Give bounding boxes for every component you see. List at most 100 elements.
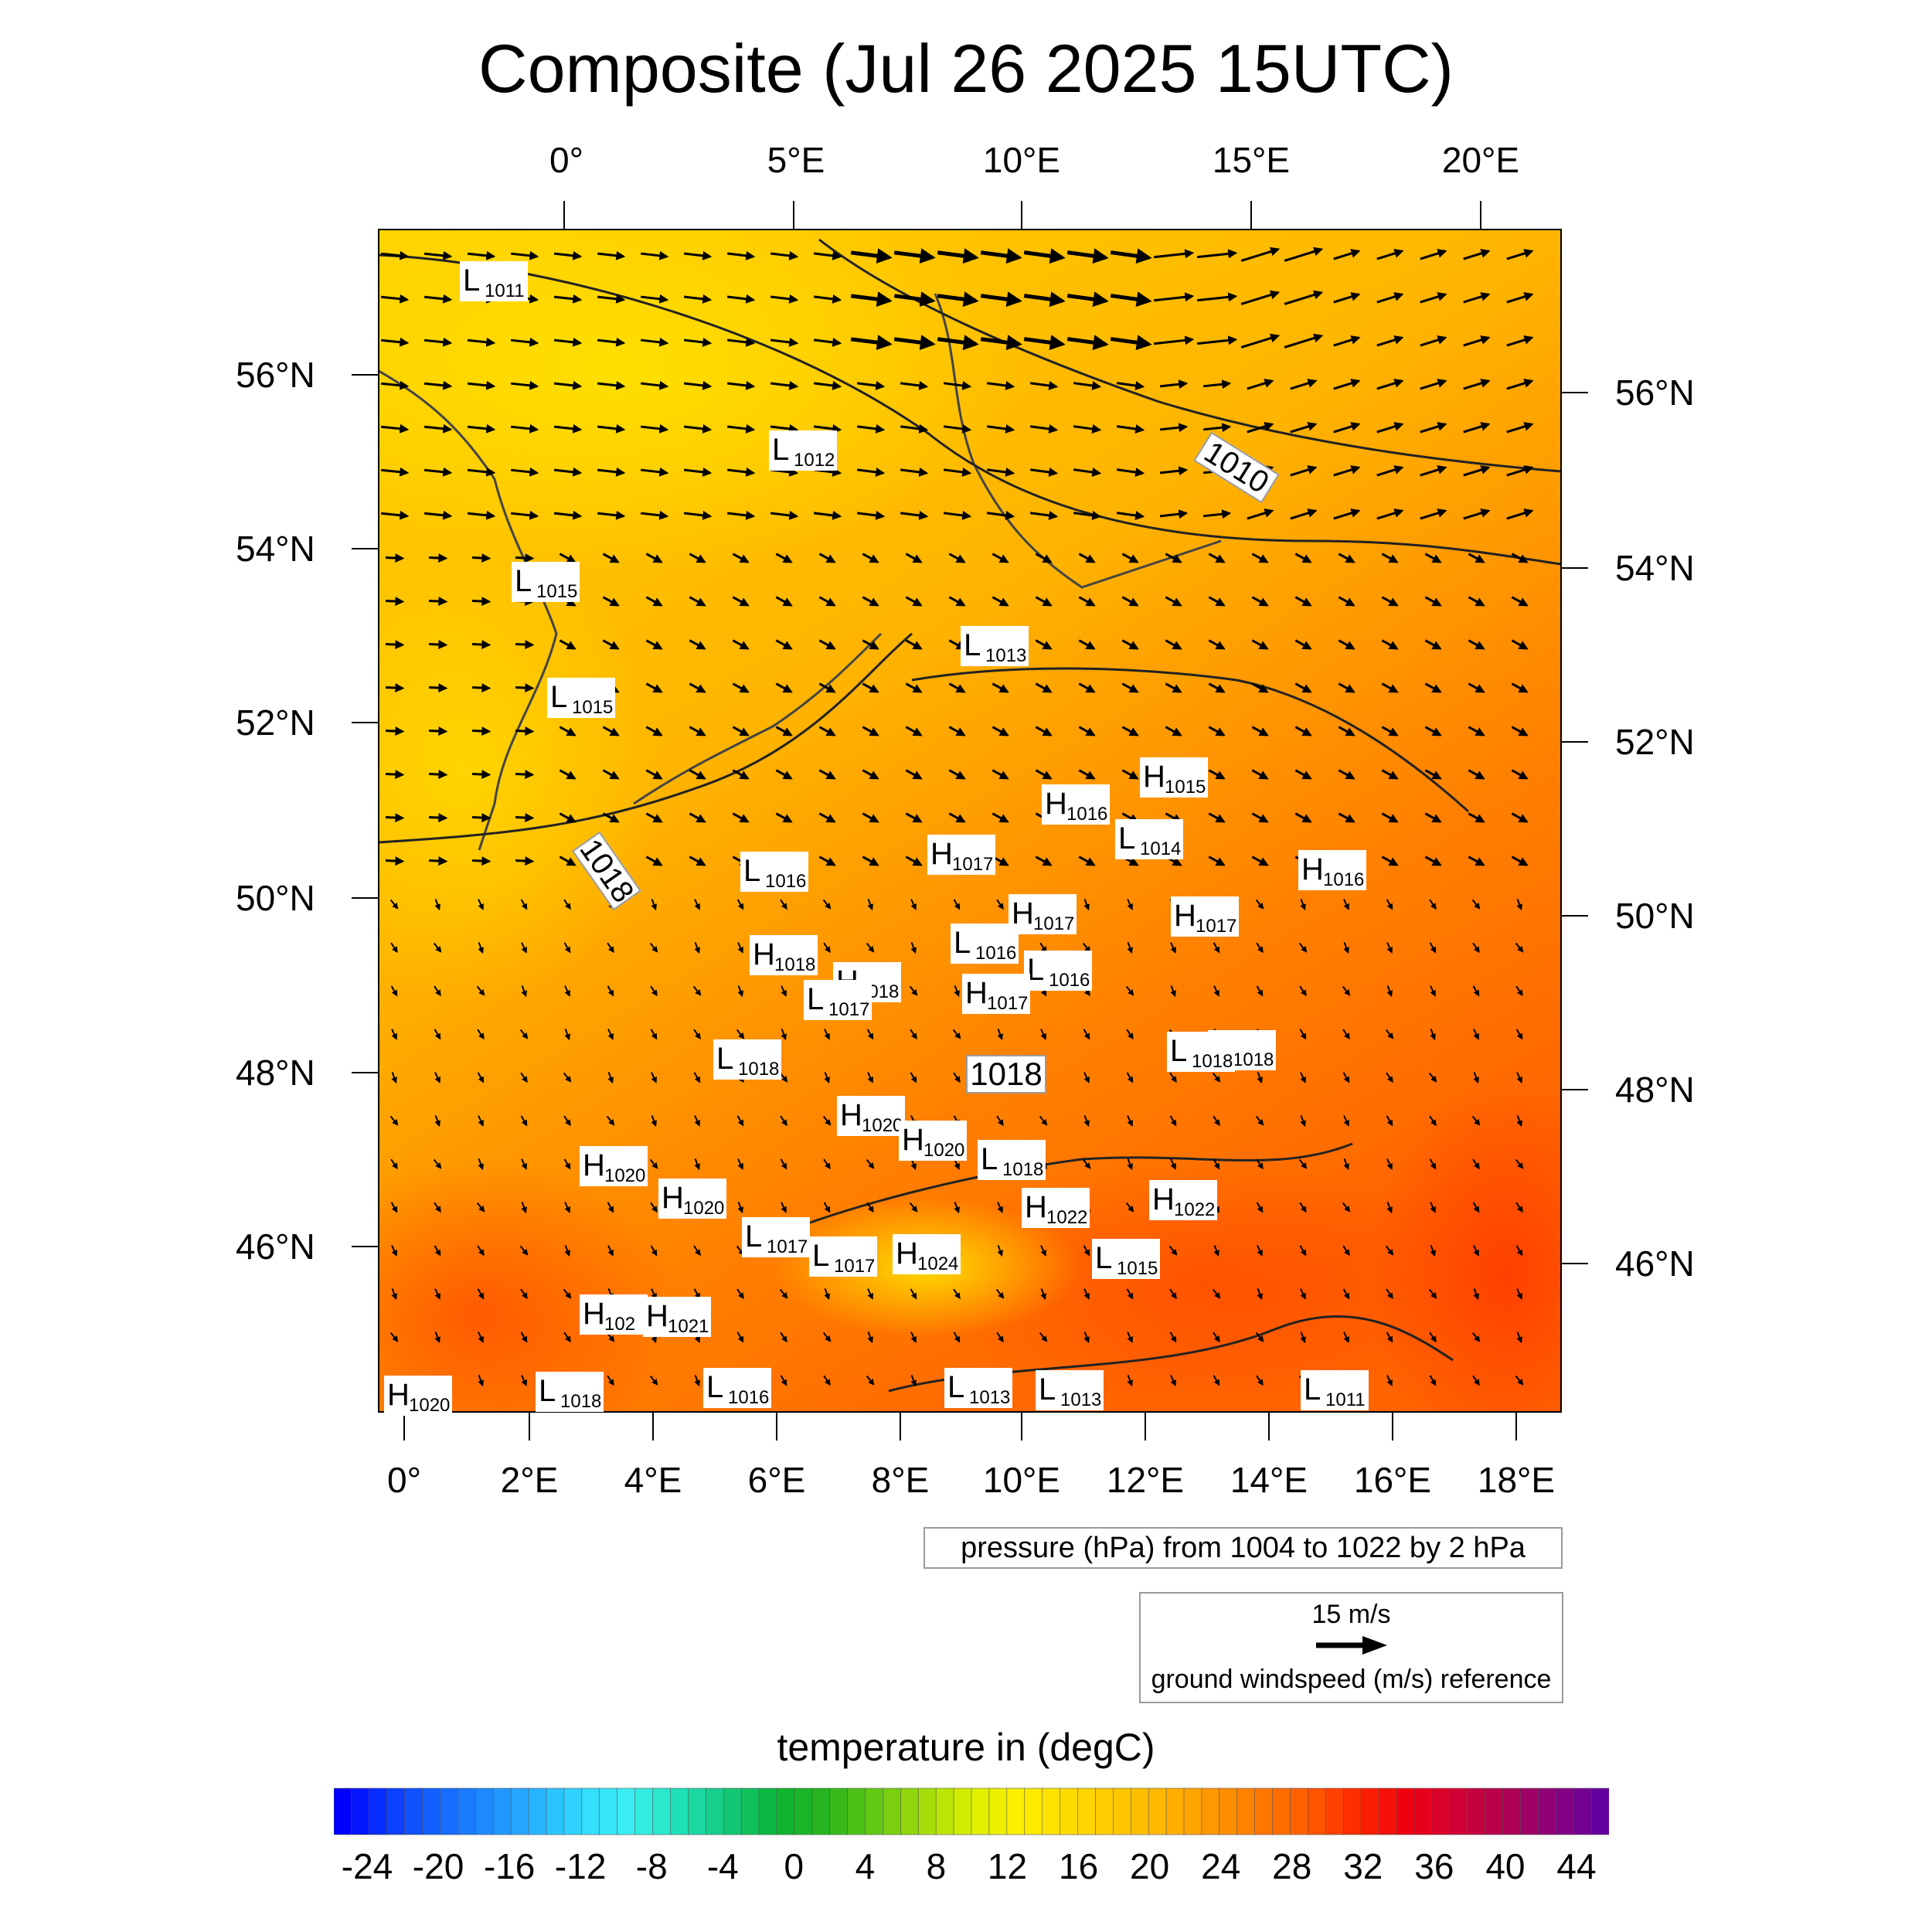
colorbar-swatch	[1573, 1787, 1592, 1835]
wind-arrow	[1386, 942, 1393, 954]
wind-arrow	[775, 553, 793, 563]
wind-arrow	[818, 682, 836, 693]
wind-arrow	[510, 467, 539, 477]
colorbar-tick-label: 4	[855, 1846, 876, 1886]
wind-arrow	[1468, 812, 1485, 823]
wind-arrow	[1338, 596, 1355, 607]
wind-arrow	[905, 812, 923, 823]
svg-text:1024: 1024	[917, 1253, 958, 1274]
wind-arrow	[1381, 812, 1399, 823]
wind-arrow	[471, 597, 492, 607]
colorbar-swatch	[369, 1787, 388, 1835]
wind-arrow	[732, 812, 750, 823]
wind-arrow	[1424, 769, 1442, 780]
wind-arrow	[1035, 639, 1053, 650]
wind-arrow	[645, 812, 663, 823]
colorbar-swatch	[1024, 1787, 1043, 1835]
colorbar-tick-label: -24	[341, 1846, 393, 1886]
wind-arrow	[850, 335, 893, 351]
wind-arrow	[1463, 509, 1491, 520]
wind-arrow	[1342, 1245, 1350, 1257]
wind-arrow	[1381, 639, 1399, 650]
temperature-colorbar	[334, 1787, 1609, 1835]
colorbar-swatch	[1502, 1787, 1522, 1835]
svg-text:1020: 1020	[683, 1198, 724, 1219]
wind-arrow	[1515, 985, 1523, 997]
wind-arrow	[1428, 1072, 1437, 1083]
pressure-center-label: L 1013	[1036, 1370, 1104, 1410]
wind-arrow	[521, 1375, 527, 1386]
wind-arrow	[694, 1158, 700, 1171]
wind-arrow	[1039, 1115, 1048, 1126]
wind-arrow	[1376, 509, 1404, 520]
pressure-center-label: L 1015	[547, 678, 615, 718]
wind-arrow	[650, 1245, 658, 1257]
svg-text:H: H	[646, 1299, 668, 1333]
wind-arrow	[1424, 553, 1442, 563]
wind-arrow	[770, 250, 799, 260]
wind-arrow	[640, 250, 669, 260]
colorbar-title: temperature in (degC)	[777, 1726, 1155, 1769]
wind-arrow	[1516, 1072, 1522, 1083]
wind-arrow	[423, 380, 453, 390]
svg-text:1018: 1018	[1233, 1049, 1274, 1070]
wind-arrow	[1073, 381, 1102, 390]
left-lat-label: 54°N	[236, 529, 315, 569]
wind-arrow	[726, 337, 756, 347]
wind-arrow	[1381, 596, 1399, 607]
wind-arrow	[862, 769, 879, 780]
wind-arrow	[1333, 465, 1361, 477]
wind-arrow	[428, 856, 448, 866]
colorbar-swatch	[935, 1787, 954, 1835]
wind-arrow	[910, 899, 917, 910]
wind-arrow	[779, 1072, 788, 1083]
wind-arrow	[520, 1288, 528, 1300]
wind-arrow	[909, 985, 918, 996]
colorbar-tick-label: 36	[1414, 1846, 1454, 1886]
colorbar-swatch	[688, 1787, 707, 1835]
wind-arrow	[910, 1288, 917, 1300]
wind-arrow	[1290, 379, 1318, 390]
wind-arrow	[645, 682, 663, 693]
wind-arrow	[1257, 1072, 1263, 1084]
wind-arrow	[471, 726, 492, 736]
svg-text:1011: 1011	[1325, 1389, 1366, 1410]
wind-arrow	[1511, 639, 1529, 650]
wind-arrow	[953, 1072, 961, 1083]
wind-arrow	[992, 769, 1009, 780]
wind-arrow	[1240, 247, 1281, 262]
wind-arrow	[995, 1288, 1005, 1299]
wind-arrow	[822, 1115, 832, 1126]
bottom-lon-label: 0°	[387, 1460, 421, 1500]
wind-arrow	[563, 1115, 571, 1127]
wind-arrow	[780, 1375, 787, 1386]
wind-arrow	[385, 640, 405, 650]
wind-arrow	[1247, 379, 1274, 390]
colorbar-tick-label: 24	[1201, 1846, 1241, 1886]
wind-arrow	[1333, 509, 1361, 520]
wind-arrow	[467, 423, 496, 434]
wind-arrow	[992, 812, 1009, 823]
svg-text:1013: 1013	[1060, 1389, 1101, 1410]
wind-arrow	[519, 1029, 529, 1039]
wind-arrow	[553, 337, 583, 347]
wind-arrow	[689, 855, 706, 866]
wind-arrow	[683, 423, 713, 434]
wind-arrow	[1126, 1072, 1134, 1083]
pressure-center-label: L 1016	[740, 852, 808, 892]
wind-arrow	[1300, 1115, 1306, 1128]
wind-arrow	[726, 510, 756, 520]
colorbar-swatch	[776, 1787, 795, 1835]
wind-arrow	[1110, 335, 1152, 351]
svg-text:1017: 1017	[767, 1236, 808, 1257]
wind-arrow	[1121, 639, 1139, 650]
wind-arrow	[770, 294, 799, 304]
wind-arrow	[564, 985, 570, 997]
bottom-lon-label: 10°E	[982, 1460, 1061, 1500]
wind-arrow	[866, 1375, 875, 1386]
wind-arrow	[781, 1202, 787, 1213]
wind-arrow	[1212, 1072, 1221, 1083]
wind-arrow	[1159, 423, 1189, 433]
wind-arrow	[433, 942, 442, 953]
wind-arrow	[850, 291, 893, 308]
